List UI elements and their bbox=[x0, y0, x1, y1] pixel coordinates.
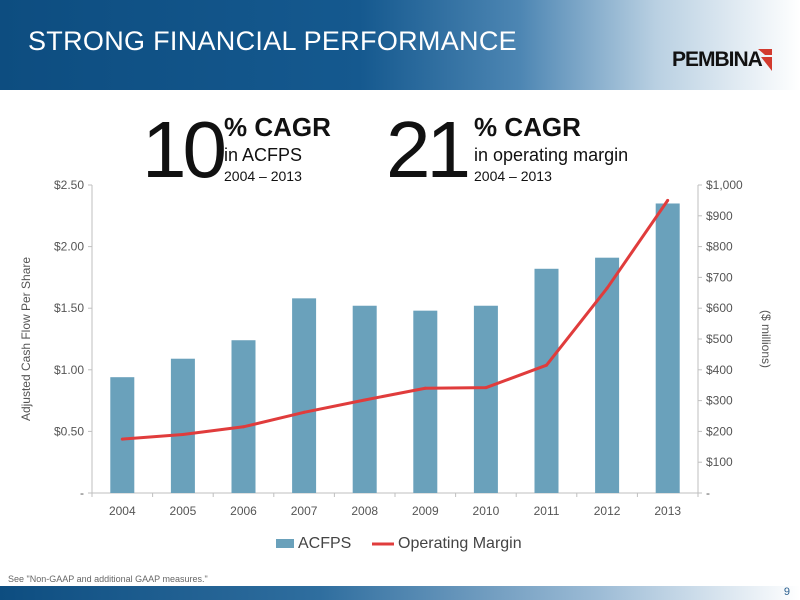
cagr-acfps-label: in ACFPS bbox=[224, 145, 303, 165]
y-tick-label-right: $900 bbox=[706, 209, 733, 223]
y-tick-label-left: $1.50 bbox=[54, 301, 84, 315]
x-tick-label: 2010 bbox=[473, 504, 500, 518]
bar-acfps-2004 bbox=[110, 377, 135, 493]
x-tick-label: 2008 bbox=[351, 504, 378, 518]
legend-label-operating-margin: Operating Margin bbox=[398, 535, 522, 552]
cagr-margin-years: 2004 – 2013 bbox=[474, 168, 552, 184]
y-tick-label-right: $1,000 bbox=[706, 178, 743, 192]
legend-swatch-acfps bbox=[276, 539, 294, 548]
footer-bar bbox=[0, 586, 800, 600]
point-operating-margin-2005 bbox=[181, 432, 185, 436]
logo-text: PEMBINA bbox=[672, 48, 763, 71]
header-banner: STRONG FINANCIAL PERFORMANCE bbox=[0, 0, 800, 90]
y-tick-label-left: $0.50 bbox=[54, 424, 84, 438]
cagr-margin-heading: % CAGR bbox=[474, 112, 581, 142]
bar-acfps-2011 bbox=[534, 268, 559, 493]
y-axis-title-left: Adjusted Cash Flow Per Share bbox=[19, 257, 33, 421]
cagr-margin-label: in operating margin bbox=[474, 145, 629, 165]
y-tick-label-right: $500 bbox=[706, 332, 733, 346]
point-operating-margin-2010 bbox=[484, 386, 488, 390]
y-tick-label-left: $2.50 bbox=[54, 178, 84, 192]
x-tick-label: 2013 bbox=[654, 504, 681, 518]
y-axis-title-right: ($ millions) bbox=[759, 310, 773, 368]
y-tick-label-left: - bbox=[80, 486, 84, 500]
bar-acfps-2013 bbox=[655, 203, 680, 494]
x-tick-label: 2011 bbox=[534, 504, 560, 518]
page-number: 9 bbox=[783, 586, 790, 598]
logo-mark-icon bbox=[758, 49, 772, 71]
point-operating-margin-2004 bbox=[120, 437, 124, 441]
point-operating-margin-2012 bbox=[605, 286, 609, 290]
x-tick-label: 2006 bbox=[230, 504, 257, 518]
x-tick-label: 2009 bbox=[412, 504, 439, 518]
cagr-acfps-number: 10 bbox=[142, 105, 227, 194]
point-operating-margin-2008 bbox=[363, 398, 367, 402]
point-operating-margin-2006 bbox=[242, 425, 245, 429]
y-tick-label-right: $600 bbox=[706, 301, 733, 315]
y-tick-label-right: - bbox=[706, 486, 710, 500]
y-tick-label-left: $2.00 bbox=[54, 240, 84, 254]
y-tick-label-right: $300 bbox=[706, 394, 733, 408]
bar-acfps-2007 bbox=[292, 298, 317, 493]
bar-acfps-2012 bbox=[595, 257, 620, 493]
y-tick-label-left: $1.00 bbox=[54, 363, 84, 377]
point-operating-margin-2007 bbox=[302, 410, 306, 414]
x-tick-label: 2005 bbox=[170, 504, 197, 518]
pembina-logo: PEMBINA bbox=[672, 46, 774, 74]
x-tick-label: 2004 bbox=[109, 504, 136, 518]
bar-acfps-2009 bbox=[413, 310, 438, 493]
cagr-margin-number: 21 bbox=[386, 105, 471, 194]
point-operating-margin-2011 bbox=[545, 363, 548, 367]
point-operating-margin-2013 bbox=[666, 198, 670, 202]
cagr-acfps-years: 2004 – 2013 bbox=[224, 168, 302, 184]
line-operating-margin bbox=[122, 199, 669, 441]
cagr-acfps-heading: % CAGR bbox=[224, 112, 331, 142]
y-tick-label-right: $400 bbox=[706, 363, 733, 377]
y-tick-label-right: $700 bbox=[706, 270, 733, 284]
legend-label-acfps: ACFPS bbox=[298, 535, 351, 552]
bar-acfps-2010 bbox=[473, 305, 498, 493]
x-tick-label: 2007 bbox=[291, 504, 318, 518]
point-operating-margin-2009 bbox=[423, 386, 427, 390]
y-tick-label-right: $800 bbox=[706, 240, 733, 254]
slide-title: STRONG FINANCIAL PERFORMANCE bbox=[28, 26, 517, 56]
bar-acfps-2006 bbox=[231, 340, 256, 493]
x-tick-label: 2012 bbox=[594, 504, 621, 518]
y-tick-label-right: $200 bbox=[706, 424, 733, 438]
bar-acfps-2005 bbox=[170, 358, 195, 493]
footnote: See "Non-GAAP and additional GAAP measur… bbox=[8, 574, 208, 584]
y-tick-label-right: $100 bbox=[706, 455, 733, 469]
